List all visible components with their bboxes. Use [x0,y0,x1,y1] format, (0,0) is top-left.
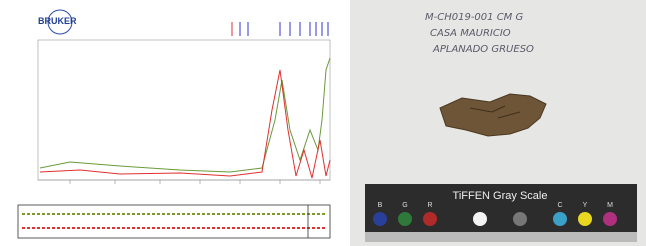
figure: BRUKER M-CH019-001 CM G CASA MAURICIO AP… [0,0,646,246]
patch-letter: M [607,202,613,209]
color-patch [578,212,592,226]
patch-letter: C [557,202,562,209]
patch-letter: Y [583,202,588,209]
gray-patch [513,212,527,226]
gray-strip [365,232,637,242]
color-patch [398,212,412,226]
color-patch [553,212,567,226]
white-patch [473,212,487,226]
logo-text: BRUKER [38,16,77,26]
sample-label: APLANADO GRUESO [432,44,534,55]
patch-letter: G [402,202,407,209]
patch-letter: B [378,202,383,209]
card-title: TiFFEN Gray Scale [453,190,548,202]
color-patch [373,212,387,226]
sample-label: CASA MAURICIO [430,28,511,39]
color-patch [603,212,617,226]
sample-label: M-CH019-001 CM G [425,12,523,23]
legend-box [18,205,330,238]
color-patch [423,212,437,226]
patch-letter: R [427,202,432,209]
